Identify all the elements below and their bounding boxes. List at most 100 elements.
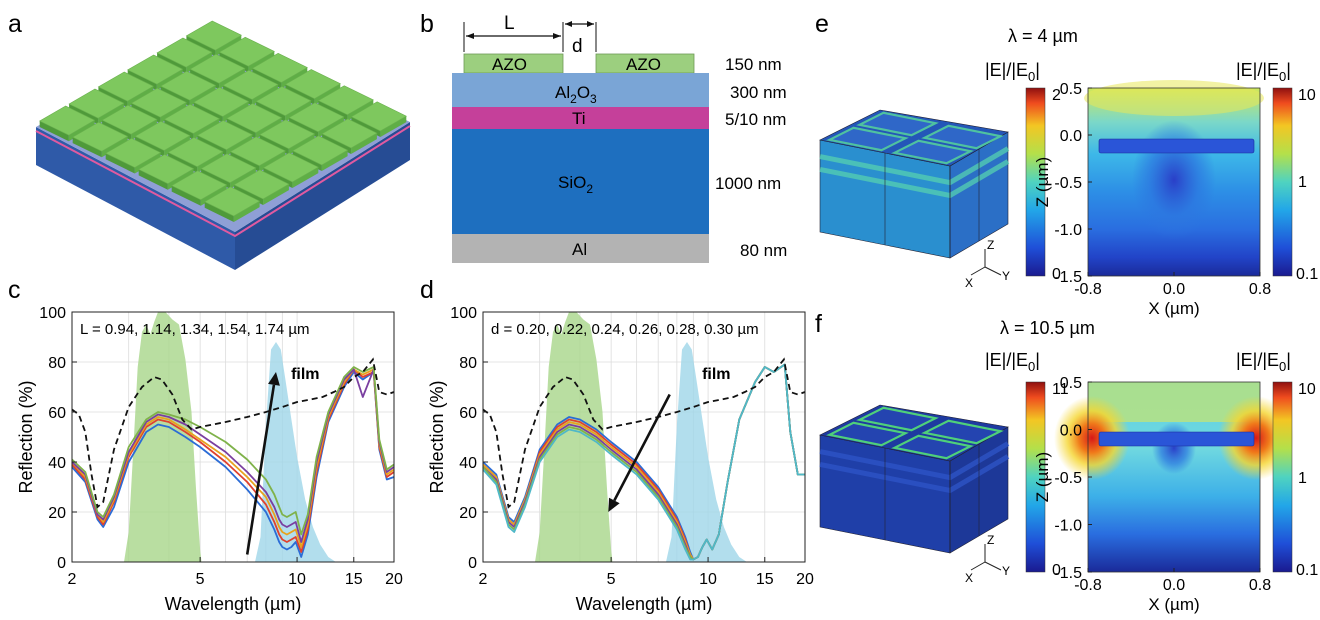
map-f-strip xyxy=(1098,431,1255,447)
trend-arrow-head xyxy=(608,497,620,512)
x-tick-label: 15 xyxy=(756,571,774,588)
ti-label: Ti xyxy=(572,109,586,128)
layer-stack-diagram: L d AZO AZO Al2O3 Ti SiO2 Al 150 nm 300 … xyxy=(452,13,787,263)
dim-label-d: d xyxy=(572,36,583,57)
trend-arrow xyxy=(245,384,276,555)
map-y-label: Z (µm) xyxy=(1033,157,1052,207)
cb2d-tick-f-0.1: 0.1 xyxy=(1296,562,1318,579)
x-axis-label: Wavelength (µm) xyxy=(165,594,302,614)
film-line xyxy=(71,357,395,509)
cb3d-max-e: 2 xyxy=(1052,87,1061,104)
panel-label-c: c xyxy=(8,276,21,304)
trend-arrow-head xyxy=(268,372,280,386)
cube-top-tile xyxy=(856,111,939,137)
axis-label-z: Z xyxy=(987,533,994,547)
thickness-al2o3: 300 nm xyxy=(730,83,787,102)
cb3d-min-e: 0 xyxy=(1052,266,1061,283)
y-tick-label: 100 xyxy=(450,305,477,322)
device-3d-render xyxy=(35,20,411,270)
map-f-cool-center xyxy=(1152,422,1196,474)
cube-top-tile xyxy=(856,406,939,432)
y-tick-label: 100 xyxy=(39,305,66,322)
cb2d-tick-f-1: 1 xyxy=(1298,470,1307,487)
cb2d-tick-e-0.1: 0.1 xyxy=(1296,266,1318,283)
axis-label-x: X xyxy=(965,571,973,585)
thickness-ti: 5/10 nm xyxy=(725,110,786,129)
map-x-tick: 0.8 xyxy=(1249,281,1271,298)
x-tick-label: 20 xyxy=(385,571,403,588)
y-axis-label: Reflection (%) xyxy=(16,380,36,493)
cube-top-tile xyxy=(891,434,974,460)
map-y-tick: -1.5 xyxy=(1054,565,1082,582)
map-x-label: X (µm) xyxy=(1148,595,1199,614)
spectral-band-1 xyxy=(535,312,613,562)
spectral-band-2 xyxy=(666,342,747,562)
plot-frame xyxy=(482,311,806,563)
sio2-label: SiO2 xyxy=(558,173,593,196)
series-annotation: L = 0.94, 1.14, 1.34, 1.54, 1.74 µm xyxy=(80,321,310,338)
azo-tiles xyxy=(39,20,407,222)
panel-label-d: d xyxy=(420,276,434,304)
colorbar-3d-e xyxy=(1025,87,1046,277)
dim-label-L: L xyxy=(504,13,515,34)
cb3d-max-f: 11 xyxy=(1052,381,1069,398)
chart-c: 2 5 10 15 20 0 20 40 60 80 100 Wavelength (µm) Refle… xyxy=(16,305,403,614)
axis-triad-f: Z Y X xyxy=(965,533,1010,585)
y-tick-label: 40 xyxy=(459,455,477,472)
al-layer xyxy=(452,234,709,263)
map-y-tick: -0.5 xyxy=(1054,175,1082,192)
map-y-tick: -1.0 xyxy=(1054,518,1082,535)
x-tick-label: 5 xyxy=(196,571,205,588)
x-tick-label: 10 xyxy=(699,571,717,588)
map-y-tick: -1.5 xyxy=(1054,269,1082,286)
map-x-label: X (µm) xyxy=(1148,299,1199,318)
y-tick-label: 40 xyxy=(48,455,66,472)
panel-label-a: a xyxy=(8,10,22,38)
x-tick-label: 2 xyxy=(479,571,488,588)
map-y-tick: 0.0 xyxy=(1060,423,1082,440)
map-y-label: Z (µm) xyxy=(1033,452,1052,502)
cube-top-tile xyxy=(921,124,1004,150)
y-tick-label: 80 xyxy=(459,355,477,372)
x-tick-label: 5 xyxy=(607,571,616,588)
series-line-4 xyxy=(71,368,395,543)
axis-label-y: Y xyxy=(1002,564,1010,578)
wavelength-title-e: λ = 4 µm xyxy=(1008,26,1078,46)
thickness-sio2: 1000 nm xyxy=(715,174,781,193)
y-axis-label: Reflection (%) xyxy=(427,380,447,493)
map-x-tick: 0.0 xyxy=(1163,281,1185,298)
trend-arrow xyxy=(613,393,671,502)
base-left-face xyxy=(36,127,235,270)
y-tick-label: 60 xyxy=(48,405,66,422)
cube-top-tile xyxy=(826,126,909,152)
map-x-tick: -0.8 xyxy=(1074,577,1102,594)
field-map-f xyxy=(1054,381,1294,573)
field-map-e xyxy=(1084,80,1264,277)
map-e-warm-top xyxy=(1084,80,1264,116)
map-x-tick: 0.0 xyxy=(1163,577,1185,594)
cube-top-tile xyxy=(921,419,1004,445)
cb2d-label-e: |E|/|E0| xyxy=(1236,60,1291,84)
map-e-strip xyxy=(1098,138,1255,154)
sio2-layer xyxy=(452,129,709,234)
cb3d-label-f: |E|/|E0| xyxy=(985,350,1040,374)
film-label: film xyxy=(702,366,730,383)
map-y-tick: 0.5 xyxy=(1060,375,1082,392)
y-tick-label: 80 xyxy=(48,355,66,372)
x-tick-label: 2 xyxy=(68,571,77,588)
map-y-tick: 0.0 xyxy=(1060,128,1082,145)
film-label: film xyxy=(291,366,319,383)
x-axis-label: Wavelength (µm) xyxy=(576,594,713,614)
ti-line xyxy=(35,125,411,238)
map-y-tick: 0.5 xyxy=(1060,81,1082,98)
map-axes-f: -0.8 0.0 0.8 0.5 0.0 -0.5 -1.0 -1.5 X (µm) Z (µm) xyxy=(1033,375,1271,614)
panel-label-b: b xyxy=(420,10,434,38)
y-tick-label: 60 xyxy=(459,405,477,422)
wavelength-title-f: λ = 10.5 µm xyxy=(1000,318,1095,338)
map-axes-e: -0.8 0.0 0.8 0.5 0.0 -0.5 -1.0 -1.5 X (µm) Z (µm) xyxy=(1033,81,1271,318)
cb2d-tick-e-1: 1 xyxy=(1298,174,1307,191)
cube-top-tile xyxy=(891,139,974,165)
field-3d-cube-e xyxy=(819,109,1010,259)
map-f-hot-left xyxy=(1054,396,1130,480)
